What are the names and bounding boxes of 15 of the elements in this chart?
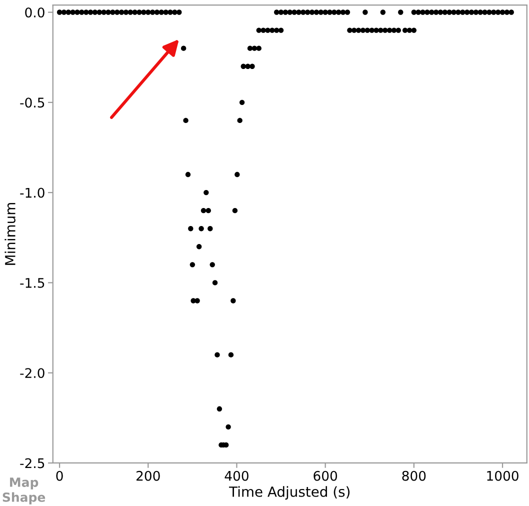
y-tick-label: -1.5	[20, 278, 44, 288]
x-tick-label: 200	[136, 470, 160, 481]
y-tick-label: -2.0	[20, 368, 44, 378]
x-tick-label: 400	[224, 470, 248, 481]
x-tick-label: 1000	[487, 470, 518, 481]
y-tick-label: -0.5	[20, 98, 44, 108]
text: Map Shape	[2, 478, 46, 504]
y-tick-label: -2.5	[20, 458, 44, 468]
y-axis-title: Minimum	[4, 203, 16, 265]
x-axis-title: Time Adjusted (s)	[229, 486, 350, 500]
x-tick-label: 0	[56, 470, 63, 481]
y-tick-label: -1.0	[20, 188, 44, 198]
x-tick-label: 600	[314, 470, 338, 481]
y-tick-label: 0.0	[25, 7, 44, 18]
x-tick-label: 800	[402, 470, 426, 481]
